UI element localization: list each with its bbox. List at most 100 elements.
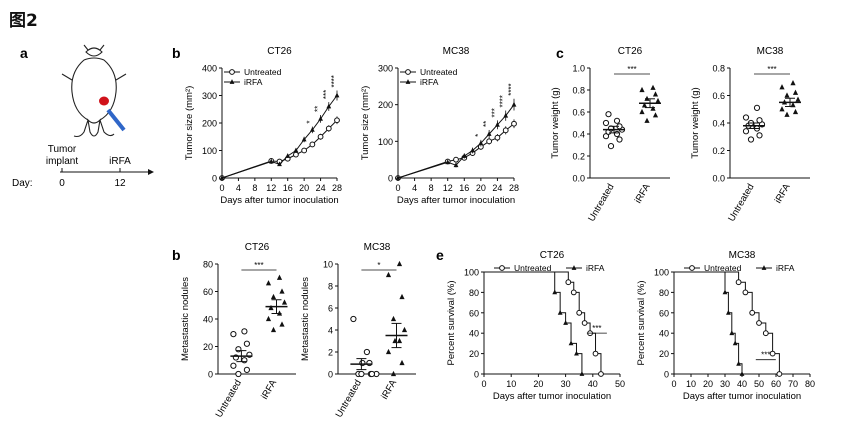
- chart-metastasis-mc38: 0 2 4 6 8 10 MC38 Metastastic nodules Untreated i…: [300, 242, 416, 420]
- point-irfa: [736, 360, 741, 366]
- x-tick-label: 0: [671, 379, 676, 389]
- significance-stars: ***: [767, 65, 776, 74]
- y-tick-label: 20: [469, 349, 479, 359]
- significance-stars: ***: [592, 324, 601, 333]
- y-tick-label: 0.2: [712, 146, 725, 156]
- day-label: Day:: [12, 178, 33, 189]
- point-irfa: [453, 162, 459, 168]
- x-tick-label: 10: [506, 379, 516, 389]
- chart-tumor-growth-mc38: 0 100 200 300 MC38 Tumor size (mm²) 0 4 8 12 16 20 2…: [360, 46, 519, 206]
- legend-label: iRFA: [420, 77, 439, 87]
- point-irfa: [285, 153, 291, 158]
- y-tick-label: 0: [664, 370, 669, 380]
- y-tick-label: 0: [474, 370, 479, 380]
- panel-label-e: e: [436, 247, 444, 263]
- point-untreated: [576, 309, 583, 316]
- data-point: [742, 114, 750, 121]
- point-untreated: [749, 309, 756, 316]
- y-tick-label: 60: [469, 308, 479, 318]
- legend-label: Untreated: [704, 263, 742, 273]
- y-axis-label: Tumor size (mm²): [184, 86, 195, 161]
- data-point: [279, 288, 285, 294]
- point-untreated: [762, 330, 769, 337]
- point-untreated: [293, 151, 299, 158]
- data-point: [270, 293, 277, 300]
- data-point: [790, 80, 796, 86]
- x-tick-label: 0: [395, 183, 400, 193]
- point-irfa: [574, 350, 579, 356]
- point-untreated: [776, 371, 783, 377]
- point-untreated: [502, 127, 509, 134]
- x-tick-label: 40: [588, 379, 598, 389]
- point-irfa: [293, 147, 299, 153]
- y-tick-label: 0: [208, 370, 213, 380]
- x-tick-label: 12: [266, 183, 276, 193]
- data-point: [747, 136, 755, 143]
- point-untreated: [570, 289, 577, 296]
- significance-stars: ***: [254, 261, 263, 270]
- data-point: [399, 293, 405, 300]
- point-untreated: [301, 147, 308, 154]
- x-axis-label: Days after tumor inoculation: [220, 195, 338, 206]
- point-irfa: [732, 340, 738, 346]
- series-line-untreated: [221, 119, 338, 179]
- chart-title: MC38: [443, 46, 470, 57]
- category-label: iRFA: [259, 377, 279, 401]
- chart-title: MC38: [757, 46, 784, 57]
- point-untreated: [756, 320, 762, 326]
- x-axis-label: Days after tumor inoculation: [683, 391, 801, 402]
- y-tick-label: 0.4: [572, 130, 585, 140]
- x-tick-label: 70: [788, 379, 798, 389]
- chart-title: CT26: [618, 46, 643, 57]
- series-line-irfa: [484, 271, 588, 375]
- day-0-label: 0: [59, 178, 65, 189]
- data-point: [279, 321, 285, 327]
- point-untreated: [309, 141, 316, 148]
- legend-marker: [229, 69, 235, 75]
- point-irfa: [445, 159, 451, 165]
- point-irfa: [503, 112, 509, 118]
- y-tick-label: 80: [659, 288, 669, 298]
- data-point: [399, 359, 405, 366]
- point-irfa: [563, 320, 568, 325]
- category-label: Untreated: [214, 378, 244, 420]
- chart-title: CT26: [245, 242, 270, 253]
- y-tick-label: 0.6: [572, 108, 585, 118]
- data-point: [779, 106, 785, 112]
- point-irfa: [309, 126, 315, 132]
- significance-stars: ***: [490, 108, 499, 117]
- point-untreated: [598, 371, 604, 377]
- y-tick-label: 0.6: [712, 91, 725, 101]
- y-tick-label: 10: [323, 260, 333, 270]
- point-untreated: [494, 134, 501, 141]
- point-untreated: [511, 120, 517, 127]
- data-point: [390, 370, 397, 377]
- legend-marker: [571, 265, 577, 270]
- point-irfa: [461, 153, 467, 158]
- chart-metastasis-ct26: 0 20 40 60 80 CT26 Metastastic nodules Untreate…: [180, 242, 296, 420]
- x-tick-label: 20: [299, 183, 309, 193]
- data-point: [784, 111, 790, 117]
- chart-title: MC38: [364, 242, 391, 253]
- point-irfa: [334, 92, 340, 98]
- x-tick-label: 24: [316, 183, 326, 193]
- x-tick-label: 10: [686, 379, 696, 389]
- legend-label: Untreated: [514, 263, 552, 273]
- point-irfa: [495, 121, 500, 127]
- x-tick-label: 28: [332, 183, 342, 193]
- y-tick-label: 0.8: [572, 86, 585, 96]
- panel-label-c: c: [556, 45, 564, 61]
- point-untreated: [581, 320, 588, 326]
- y-axis-label: Percent survival (%): [636, 281, 647, 366]
- tumor-implant-label: Tumor implant: [46, 144, 78, 167]
- y-tick-label: 300: [378, 64, 393, 74]
- rfa-probe-icon: [106, 108, 126, 132]
- point-irfa: [739, 371, 745, 376]
- data-point: [390, 315, 397, 322]
- point-irfa: [395, 175, 401, 180]
- data-point: [396, 337, 403, 344]
- point-untreated: [742, 289, 749, 296]
- data-point: [613, 130, 621, 138]
- y-axis-label: Percent survival (%): [446, 281, 457, 366]
- y-tick-label: 0: [212, 174, 217, 184]
